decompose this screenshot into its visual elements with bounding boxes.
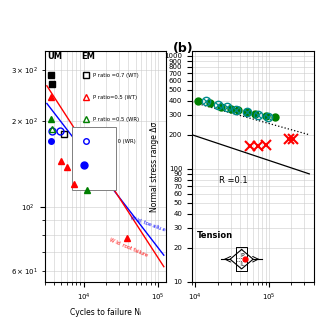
Text: W ld  root failure: W ld root failure bbox=[109, 237, 149, 258]
Text: P ratio =0.5 (WR): P ratio =0.5 (WR) bbox=[93, 117, 140, 122]
Text: P ratio=0.5 (WT): P ratio=0.5 (WT) bbox=[93, 95, 138, 100]
Text: UM: UM bbox=[47, 52, 62, 61]
Text: P ratio =0.7 (WT): P ratio =0.7 (WT) bbox=[93, 73, 139, 78]
Text: (b): (b) bbox=[173, 42, 193, 55]
Text: R =0.1: R =0.1 bbox=[219, 176, 247, 185]
X-axis label: Cycles to failure Nᵢ: Cycles to failure Nᵢ bbox=[70, 308, 141, 317]
Text: P ratio  =0 (WR): P ratio =0 (WR) bbox=[93, 139, 136, 144]
Y-axis label: Normal stress range Δσ: Normal stress range Δσ bbox=[150, 121, 159, 212]
Text: P: P bbox=[241, 253, 244, 258]
Bar bbox=[72, 127, 116, 190]
Text: Tension: Tension bbox=[197, 231, 233, 240]
Text: W ld  toe ailu e: W ld toe ailu e bbox=[130, 216, 166, 233]
Text: EM: EM bbox=[81, 52, 95, 61]
Text: L: L bbox=[241, 261, 244, 267]
